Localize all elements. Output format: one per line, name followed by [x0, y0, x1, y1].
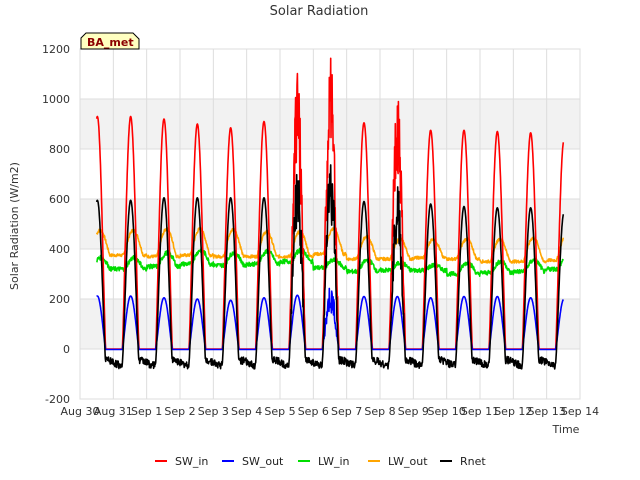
station-badge-label: BA_met: [87, 36, 134, 49]
y-tick-label: 200: [49, 293, 70, 306]
x-tick-label: Aug 30: [61, 405, 100, 418]
series-line-lw-out: [95, 227, 565, 264]
legend-label: SW_out: [242, 455, 284, 468]
y-tick-label: 800: [49, 143, 70, 156]
y-tick-label: 600: [49, 193, 70, 206]
x-tick-label: Sep 6: [298, 405, 329, 418]
x-tick-label: Sep 12: [494, 405, 532, 418]
legend-label: Rnet: [460, 455, 486, 468]
legend: SW_in SW_out LW_in LW_out Rnet: [155, 455, 486, 468]
legend-item-lw-in: LW_in: [298, 455, 350, 468]
y-axis-title: Solar Radiation (W/m2): [8, 162, 21, 290]
legend-item-lw-out: LW_out: [368, 455, 428, 468]
x-tick-label: Sep 13: [528, 405, 566, 418]
legend-label: LW_out: [388, 455, 428, 468]
legend-label: SW_in: [175, 455, 208, 468]
x-tick-label: Aug 31: [94, 405, 133, 418]
y-axis-ticks: -200 0 200 400 600 800 1000 1200: [42, 43, 70, 406]
legend-item-sw-out: SW_out: [222, 455, 284, 468]
x-tick-label: Sep 7: [331, 405, 362, 418]
series-lines: [95, 57, 565, 370]
series-line-lw-in: [95, 247, 565, 278]
y-tick-label: -200: [45, 393, 70, 406]
x-axis-title: Time: [552, 423, 580, 436]
x-tick-label: Sep 4: [231, 405, 262, 418]
x-tick-label: Sep 5: [264, 405, 295, 418]
series-line-sw-out: [96, 287, 565, 351]
x-tick-label: Sep 3: [198, 405, 229, 418]
legend-item-sw-in: SW_in: [155, 455, 208, 468]
x-tick-label: Sep 9: [398, 405, 429, 418]
x-tick-label: Sep 1: [131, 405, 162, 418]
x-tick-label: Sep 10: [428, 405, 466, 418]
plot-band: [80, 199, 580, 249]
station-badge: BA_met: [80, 32, 140, 50]
legend-label: LW_in: [318, 455, 350, 468]
x-tick-label: Sep 2: [164, 405, 195, 418]
x-tick-label: Sep 11: [461, 405, 499, 418]
chart-title: Solar Radiation: [270, 4, 369, 19]
series-line-rnet: [95, 164, 565, 370]
legend-item-rnet: Rnet: [440, 455, 486, 468]
y-tick-label: 1000: [42, 93, 70, 106]
x-tick-label: Sep 14: [561, 405, 599, 418]
plot-band: [80, 99, 580, 149]
y-tick-label: 400: [49, 243, 70, 256]
y-tick-label: 1200: [42, 43, 70, 56]
station-badge-box: [80, 32, 140, 50]
y-tick-label: 0: [63, 343, 70, 356]
x-tick-label: Sep 8: [364, 405, 395, 418]
